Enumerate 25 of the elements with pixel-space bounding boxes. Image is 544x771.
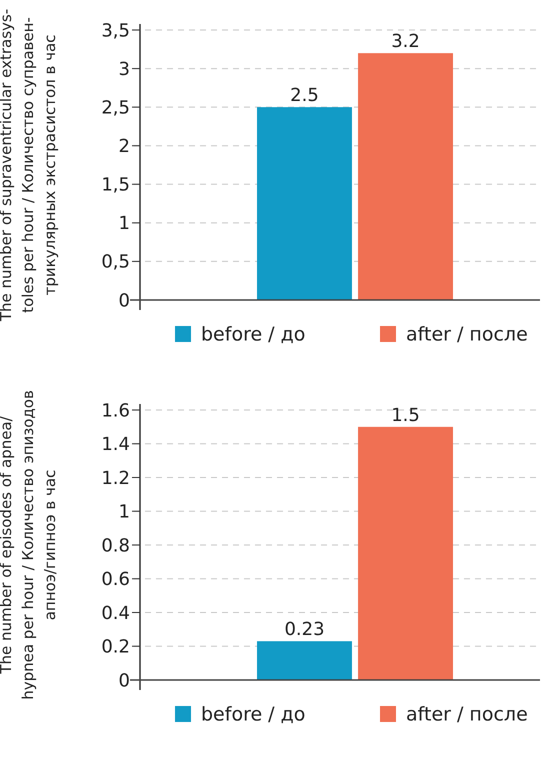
- y-tick-label: 1.4: [101, 434, 130, 456]
- y-tick-label: 3: [118, 58, 130, 80]
- y-tick-label: 0: [118, 670, 130, 692]
- y-tick-label: 1: [118, 213, 130, 234]
- y-tick-label: 3,5: [101, 20, 130, 42]
- legend-label: after / после: [406, 704, 528, 726]
- data-label: 0.23: [284, 619, 325, 640]
- y-tick-label: 1.2: [101, 468, 130, 489]
- data-label: 3.2: [391, 31, 420, 52]
- legend-label: before / до: [201, 324, 306, 346]
- legend-label: before / до: [201, 704, 306, 726]
- y-tick-label: 0.6: [101, 569, 130, 590]
- y-tick-label: 0,5: [101, 252, 130, 273]
- data-label: 2.5: [290, 85, 319, 106]
- y-tick-label: 2: [118, 136, 130, 158]
- legend-label: after / после: [406, 324, 528, 346]
- y-tick-label: 1: [118, 502, 130, 523]
- y-tick-label: 1.6: [101, 400, 130, 422]
- y-tick-label: 0: [118, 290, 130, 312]
- data-label: 1.5: [391, 404, 420, 426]
- y-tick-label: 0.2: [101, 636, 130, 658]
- y-tick-label: 0.4: [101, 602, 130, 624]
- y-tick-label: 1,5: [101, 174, 130, 196]
- y-tick-label: 2,5: [101, 97, 130, 118]
- y-tick-label: 0.8: [101, 535, 130, 556]
